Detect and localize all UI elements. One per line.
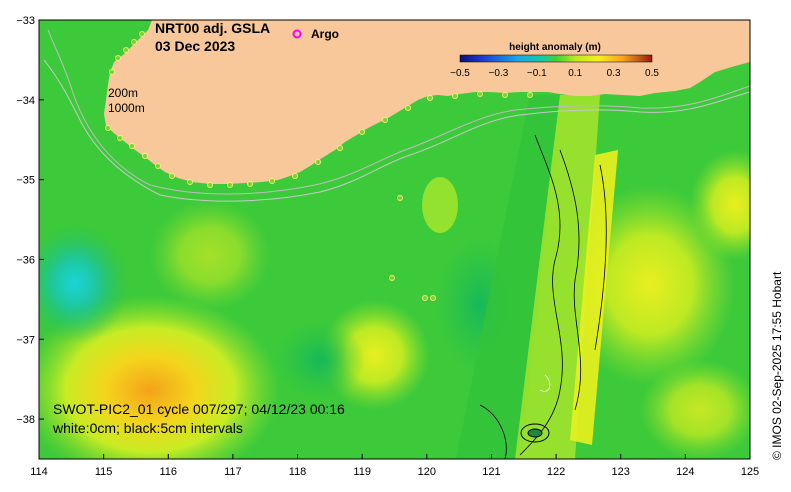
cool-anomaly-west	[39, 223, 130, 343]
green-patch-center	[275, 320, 365, 400]
colorbar-tick-label: −0.1	[527, 68, 547, 79]
swot-swath-west	[456, 95, 560, 459]
yellow-anomaly-far-east	[690, 150, 750, 260]
x-tick-label: 118	[289, 466, 307, 478]
y-tick-label: −33	[16, 15, 35, 27]
swot-zero-contour	[539, 374, 551, 392]
depth-label-1000m: 1000m	[108, 101, 145, 115]
x-tick-label: 122	[547, 466, 565, 478]
y-tick-label: −38	[16, 414, 35, 426]
x-tick-label: 115	[95, 466, 113, 478]
y-axis: −33 −34 −35 −36 −37 −38	[16, 15, 44, 426]
x-tick-label: 117	[224, 466, 242, 478]
x-tick-label: 123	[612, 466, 630, 478]
light-patch-west	[150, 200, 270, 310]
x-tick-label: 116	[159, 466, 177, 478]
colorbar-tick-label: 0.1	[568, 68, 582, 79]
colorbar-ticks: −0.5 −0.3 −0.1 0.1 0.3 0.5	[450, 68, 659, 79]
colorbar-gradient	[459, 54, 653, 63]
light-patch-north	[422, 177, 458, 233]
swot-caption-line1: SWOT-PIC2_01 cycle 007/297; 04/12/23 00:…	[53, 401, 345, 417]
map-title-line1: NRT00 adj. GSLA	[155, 20, 270, 36]
swot-contour-2	[559, 149, 582, 411]
y-tick-label: −37	[16, 334, 35, 346]
x-tick-label: 114	[30, 466, 48, 478]
isobath-1000m	[43, 59, 750, 202]
swot-contour-1	[519, 134, 563, 456]
swot-contour-4	[479, 404, 507, 459]
isobath-200m	[47, 29, 750, 195]
yellow-anomaly-southeast	[640, 360, 750, 459]
x-axis: 114 115 116 117 118 119 120 121 122 123 124 125	[30, 454, 759, 478]
argo-legend-label: Argo	[311, 27, 339, 41]
map-plot-area	[39, 20, 750, 459]
swot-eddy-contour-inner	[527, 428, 543, 438]
argo-marker-icon	[292, 29, 302, 39]
colorbar-tick-label: −0.3	[489, 68, 509, 79]
y-tick-label: −34	[16, 95, 35, 107]
imos-credit: © IMOS 02-Sep-2025 17:55 Hobart	[770, 271, 784, 460]
swot-caption-line2: white:0cm; black:5cm intervals	[52, 420, 243, 436]
colorbar-tick-label: −0.5	[450, 68, 470, 79]
x-tick-label: 119	[353, 466, 371, 478]
ocean-northwest	[39, 20, 152, 72]
colorbar-tick-label: 0.3	[607, 68, 621, 79]
plot-frame	[38, 19, 751, 460]
swot-contour-3	[594, 164, 607, 351]
coastal-dots	[105, 31, 533, 301]
x-tick-label: 125	[741, 466, 759, 478]
swot-eddy-contour-outer	[520, 423, 550, 443]
colorbar: height anomaly (m) −0.5 −0.3 −0.1 0.1 0.3 0.5	[450, 42, 659, 79]
depth-label-200m: 200m	[108, 86, 138, 100]
colorbar-title: height anomaly (m)	[509, 42, 601, 53]
y-tick-label: −36	[16, 254, 35, 266]
x-tick-label: 120	[418, 466, 436, 478]
y-tick-label: −35	[16, 175, 35, 187]
x-tick-label: 124	[676, 466, 694, 478]
x-tick-label: 121	[482, 466, 500, 478]
colorbar-tick-label: 0.5	[645, 68, 659, 79]
map-title-line2: 03 Dec 2023	[155, 38, 235, 54]
